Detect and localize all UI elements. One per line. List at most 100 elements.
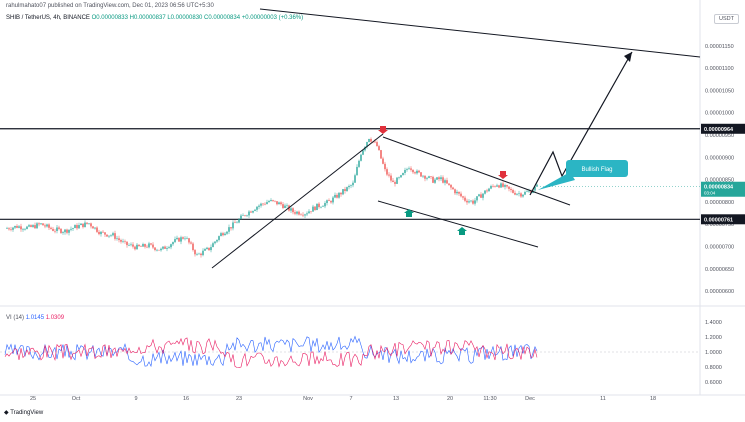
candle-body[interactable] (308, 211, 310, 214)
currency-label[interactable]: USDT (714, 14, 739, 24)
candle-body[interactable] (456, 191, 458, 194)
candle-body[interactable] (112, 233, 114, 236)
candle-body[interactable] (406, 169, 408, 170)
candle-body[interactable] (212, 243, 214, 248)
candle-body[interactable] (446, 180, 448, 184)
candle-body[interactable] (66, 229, 68, 233)
candle-body[interactable] (482, 193, 484, 198)
candle-body[interactable] (252, 210, 254, 213)
candle-body[interactable] (124, 241, 126, 242)
candle-body[interactable] (484, 190, 486, 194)
candle-body[interactable] (240, 215, 242, 220)
candle-body[interactable] (458, 191, 460, 194)
candle-body[interactable] (306, 213, 308, 215)
candle-body[interactable] (328, 200, 330, 202)
candle-body[interactable] (430, 176, 432, 177)
candle-body[interactable] (284, 205, 286, 208)
candle-body[interactable] (238, 219, 240, 223)
candle-body[interactable] (518, 193, 520, 194)
candle-body[interactable] (140, 246, 142, 247)
candle-body[interactable] (114, 233, 116, 239)
candle-body[interactable] (74, 225, 76, 229)
candle-body[interactable] (526, 191, 528, 193)
candle-body[interactable] (16, 225, 18, 228)
candle-body[interactable] (256, 206, 258, 210)
candle-body[interactable] (480, 194, 482, 198)
candle-body[interactable] (424, 175, 426, 179)
candle-body[interactable] (92, 226, 94, 229)
candle-body[interactable] (462, 196, 464, 198)
candle-body[interactable] (320, 206, 322, 208)
candle-body[interactable] (64, 229, 66, 233)
candle-body[interactable] (42, 223, 44, 226)
candle-body[interactable] (250, 211, 252, 213)
candle-body[interactable] (110, 235, 112, 236)
candle-body[interactable] (38, 223, 40, 225)
candle-body[interactable] (236, 222, 238, 224)
candle-body[interactable] (472, 200, 474, 204)
candle-body[interactable] (68, 229, 70, 233)
candle-body[interactable] (200, 253, 202, 256)
candle-body[interactable] (382, 158, 384, 164)
candle-body[interactable] (122, 241, 124, 242)
candle-body[interactable] (468, 201, 470, 203)
candle-body[interactable] (464, 197, 466, 201)
candle-body[interactable] (324, 203, 326, 207)
candle-body[interactable] (132, 244, 134, 247)
candle-body[interactable] (170, 244, 172, 248)
candle-body[interactable] (298, 211, 300, 215)
candle-body[interactable] (118, 238, 120, 241)
candle-body[interactable] (452, 187, 454, 190)
candle-body[interactable] (20, 226, 22, 230)
candle-body[interactable] (180, 237, 182, 242)
indicator-name[interactable]: VI (14) (6, 315, 25, 321)
candle-body[interactable] (254, 209, 256, 211)
candle-body[interactable] (286, 205, 288, 207)
candle-body[interactable] (76, 225, 78, 229)
candle-body[interactable] (360, 154, 362, 161)
candle-body[interactable] (436, 177, 438, 180)
candle-body[interactable] (358, 160, 360, 167)
candle-body[interactable] (176, 237, 178, 240)
candle-body[interactable] (214, 241, 216, 244)
candle-body[interactable] (128, 245, 130, 246)
candle-body[interactable] (44, 225, 46, 227)
candle-body[interactable] (450, 184, 452, 188)
candle-body[interactable] (12, 227, 14, 230)
candle-body[interactable] (196, 254, 198, 255)
candle-body[interactable] (318, 203, 320, 208)
candle-body[interactable] (316, 203, 318, 211)
candle-body[interactable] (116, 238, 118, 239)
candle-body[interactable] (120, 240, 122, 242)
candle-body[interactable] (40, 223, 42, 225)
candle-body[interactable] (174, 239, 176, 243)
candle-body[interactable] (510, 188, 512, 191)
tradingview-logo[interactable]: ◆ TradingView (4, 410, 44, 416)
candle-body[interactable] (224, 233, 226, 236)
candle-body[interactable] (202, 250, 204, 256)
candle-body[interactable] (88, 223, 90, 224)
flag-upper-trendline[interactable] (382, 136, 571, 206)
candle-body[interactable] (322, 206, 324, 207)
candle-body[interactable] (442, 177, 444, 183)
candle-body[interactable] (72, 228, 74, 229)
candle-body[interactable] (56, 227, 58, 231)
candle-body[interactable] (208, 247, 210, 251)
candle-body[interactable] (190, 242, 192, 244)
candle-body[interactable] (334, 194, 336, 198)
candle-body[interactable] (398, 177, 400, 178)
candle-body[interactable] (272, 200, 274, 201)
candle-body[interactable] (242, 215, 244, 216)
candle-body[interactable] (228, 227, 230, 232)
candle-body[interactable] (268, 201, 270, 203)
candle-body[interactable] (520, 193, 522, 197)
candle-body[interactable] (528, 190, 530, 192)
candle-body[interactable] (54, 230, 56, 232)
candle-body[interactable] (350, 185, 352, 186)
candle-body[interactable] (344, 189, 346, 192)
candle-body[interactable] (230, 227, 232, 229)
candle-body[interactable] (80, 223, 82, 226)
candle-body[interactable] (454, 189, 456, 194)
candle-body[interactable] (90, 223, 92, 227)
